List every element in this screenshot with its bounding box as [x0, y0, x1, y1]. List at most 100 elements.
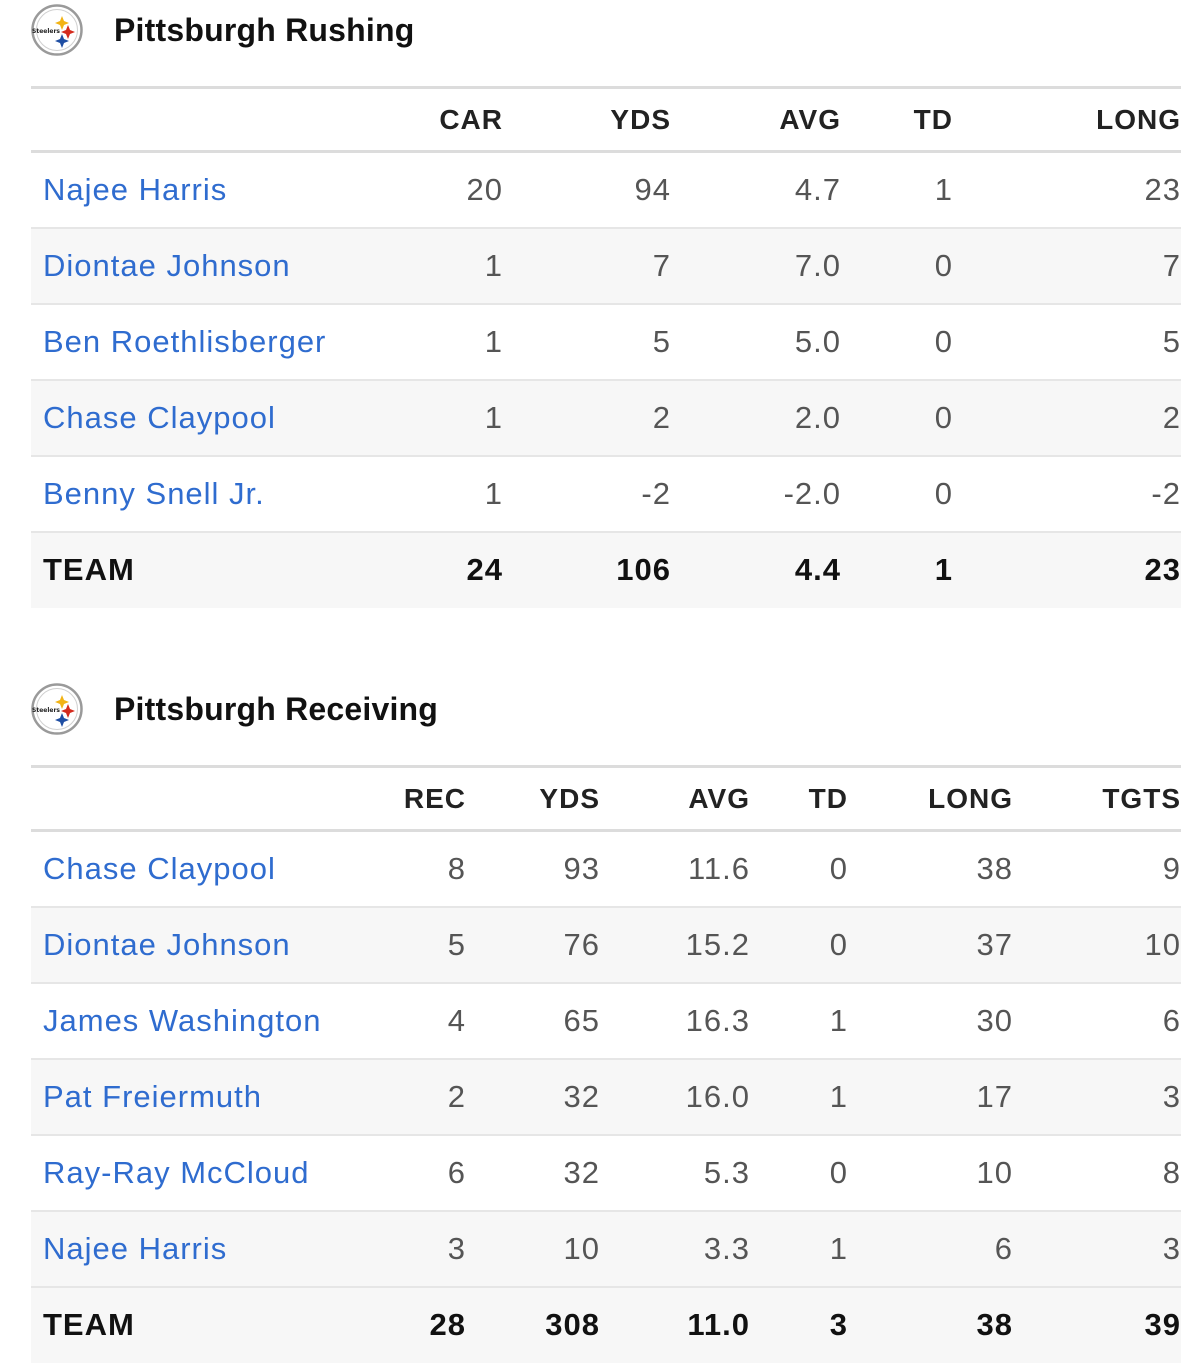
stat-rec: 8: [447, 850, 466, 886]
column-header-long[interactable]: LONG: [953, 86, 1181, 153]
column-header-long[interactable]: LONG: [848, 765, 1013, 832]
stat-td: 0: [829, 850, 848, 886]
receiving-title: Pittsburgh Receiving: [114, 691, 439, 727]
rushing-header-row: CAR YDS AVG TD LONG: [31, 86, 1181, 153]
table-row: Chase Claypool 8 93 11.6 0 38 9: [31, 831, 1181, 907]
table-row: Ray-Ray McCloud 6 32 5.3 0 10 8: [31, 1135, 1181, 1211]
stat-tgts: 8: [1162, 1154, 1181, 1190]
table-row: Ben Roethlisberger 1 5 5.0 0 5: [31, 304, 1181, 380]
team-long: 23: [953, 531, 1181, 608]
stat-avg: 7.0: [794, 247, 841, 283]
rushing-section: Pittsburgh Rushing CAR YDS AVG TD LONG N…: [31, 0, 1181, 608]
team-yds: 106: [503, 531, 671, 608]
stat-avg: 2.0: [794, 399, 841, 435]
stat-long: 5: [1162, 323, 1181, 359]
stat-td: 0: [934, 247, 953, 283]
stat-avg: 11.6: [687, 850, 750, 886]
column-header-td[interactable]: TD: [841, 86, 953, 153]
receiving-section: Pittsburgh Receiving REC YDS AVG TD LONG…: [31, 679, 1181, 1363]
player-link[interactable]: Pat Freiermuth: [43, 1078, 263, 1114]
player-link[interactable]: Ray-Ray McCloud: [43, 1154, 310, 1190]
stat-avg: 3.3: [703, 1230, 750, 1266]
stat-long: -2: [1151, 475, 1181, 511]
table-row: Najee Harris 3 10 3.3 1 6 3: [31, 1210, 1181, 1287]
steelers-logo-icon: [31, 4, 83, 56]
stat-yds: 5: [652, 323, 671, 359]
receiving-table: REC YDS AVG TD LONG TGTS Chase Claypool …: [31, 765, 1181, 1363]
column-header-tgts[interactable]: TGTS: [1013, 765, 1181, 832]
column-header-avg[interactable]: AVG: [600, 765, 750, 832]
column-header-rec[interactable]: REC: [356, 765, 466, 832]
stat-td: 1: [829, 1002, 848, 1038]
player-link[interactable]: Benny Snell Jr.: [43, 475, 265, 511]
stat-long: 6: [994, 1230, 1013, 1266]
column-header-car[interactable]: CAR: [356, 86, 503, 153]
column-header-yds[interactable]: YDS: [503, 86, 671, 153]
stat-yds: 94: [634, 171, 671, 207]
stat-long: 7: [1162, 247, 1181, 283]
stat-long: 23: [1144, 171, 1181, 207]
table-row: Najee Harris 20 94 4.7 1 23: [31, 152, 1181, 228]
stat-car: 1: [484, 247, 503, 283]
player-link[interactable]: Chase Claypool: [43, 850, 276, 886]
stat-tgts: 10: [1144, 926, 1181, 962]
team-car: 24: [356, 531, 503, 608]
player-link[interactable]: James Washington: [43, 1002, 322, 1038]
stat-tgts: 3: [1162, 1230, 1181, 1266]
stat-td: 0: [829, 1154, 848, 1190]
column-header-avg[interactable]: AVG: [671, 86, 841, 153]
stat-yds: -2: [641, 475, 671, 511]
table-row: James Washington 4 65 16.3 1 30 6: [31, 983, 1181, 1059]
team-tgts: 39: [1013, 1286, 1181, 1363]
stat-td: 0: [829, 926, 848, 962]
column-header-yds[interactable]: YDS: [466, 765, 600, 832]
stat-yds: 7: [652, 247, 671, 283]
player-link[interactable]: Najee Harris: [43, 171, 228, 207]
stat-td: 0: [934, 399, 953, 435]
team-long: 38: [848, 1286, 1013, 1363]
stat-car: 20: [466, 171, 503, 207]
stat-td: 0: [934, 323, 953, 359]
stat-long: 17: [976, 1078, 1013, 1114]
player-link[interactable]: Diontae Johnson: [43, 247, 291, 283]
stat-yds: 76: [563, 926, 600, 962]
stat-long: 30: [976, 1002, 1013, 1038]
table-row: Pat Freiermuth 2 32 16.0 1 17 3: [31, 1058, 1181, 1135]
team-total-row: TEAM 24 106 4.4 1 23: [31, 531, 1181, 608]
stat-rec: 5: [447, 926, 466, 962]
stat-car: 1: [484, 323, 503, 359]
receiving-header-row: REC YDS AVG TD LONG TGTS: [31, 765, 1181, 832]
stat-long: 37: [976, 926, 1013, 962]
stat-avg: 5.0: [794, 323, 841, 359]
stat-avg: 5.3: [703, 1154, 750, 1190]
table-row: Diontae Johnson 1 7 7.0 0 7: [31, 227, 1181, 304]
stat-avg: 16.0: [685, 1078, 750, 1114]
stat-rec: 6: [447, 1154, 466, 1190]
stat-tgts: 9: [1162, 850, 1181, 886]
rushing-title: Pittsburgh Rushing: [114, 12, 415, 48]
table-row: Chase Claypool 1 2 2.0 0 2: [31, 379, 1181, 456]
team-label: TEAM: [31, 531, 356, 608]
steelers-logo-icon: [31, 683, 83, 735]
table-row: Diontae Johnson 5 76 15.2 0 37 10: [31, 906, 1181, 983]
stat-avg: -2.0: [783, 475, 841, 511]
stat-yds: 2: [652, 399, 671, 435]
stat-rec: 2: [447, 1078, 466, 1114]
stat-avg: 16.3: [685, 1002, 750, 1038]
stat-yds: 10: [563, 1230, 600, 1266]
stat-long: 38: [976, 850, 1013, 886]
rushing-table: CAR YDS AVG TD LONG Najee Harris 20 94 4…: [31, 86, 1181, 608]
player-link[interactable]: Najee Harris: [43, 1230, 228, 1266]
team-rec: 28: [356, 1286, 466, 1363]
stat-avg: 4.7: [794, 171, 841, 207]
stat-avg: 15.2: [685, 926, 750, 962]
stat-long: 10: [976, 1154, 1013, 1190]
player-link[interactable]: Ben Roethlisberger: [43, 323, 327, 359]
player-link[interactable]: Chase Claypool: [43, 399, 276, 435]
player-link[interactable]: Diontae Johnson: [43, 926, 291, 962]
stat-yds: 32: [563, 1154, 600, 1190]
stat-car: 1: [484, 475, 503, 511]
team-td: 1: [841, 531, 953, 608]
stat-rec: 3: [447, 1230, 466, 1266]
column-header-td[interactable]: TD: [750, 765, 848, 832]
